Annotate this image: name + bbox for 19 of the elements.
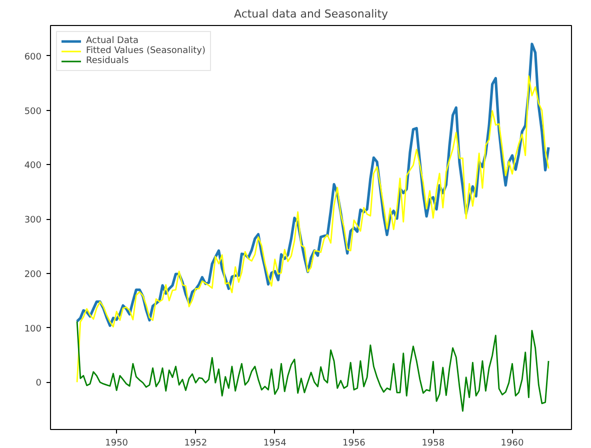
y-tick-label: 100 xyxy=(24,324,42,334)
x-tick-label: 1956 xyxy=(342,438,366,448)
chart-title: Actual data and Seasonality xyxy=(234,8,388,20)
x-tick-label: 1954 xyxy=(263,438,287,448)
y-tick-label: 600 xyxy=(24,52,42,62)
x-tick-label: 1960 xyxy=(500,438,524,448)
x-tick-label: 1952 xyxy=(184,438,208,448)
y-tick-label: 400 xyxy=(24,161,42,172)
line-series xyxy=(76,75,550,383)
legend-label: Actual Data xyxy=(86,36,139,46)
legend-label: Fitted Values (Seasonality) xyxy=(86,46,206,56)
x-tick-label: 1950 xyxy=(105,438,128,448)
line-series xyxy=(76,320,550,412)
y-tick-label: 300 xyxy=(24,216,42,226)
x-tick-label: 1958 xyxy=(422,438,445,448)
y-tick-label: 0 xyxy=(36,378,42,389)
legend-label: Residuals xyxy=(86,56,129,66)
y-tick-label: 200 xyxy=(24,270,42,280)
y-tick-label: 500 xyxy=(24,106,42,117)
